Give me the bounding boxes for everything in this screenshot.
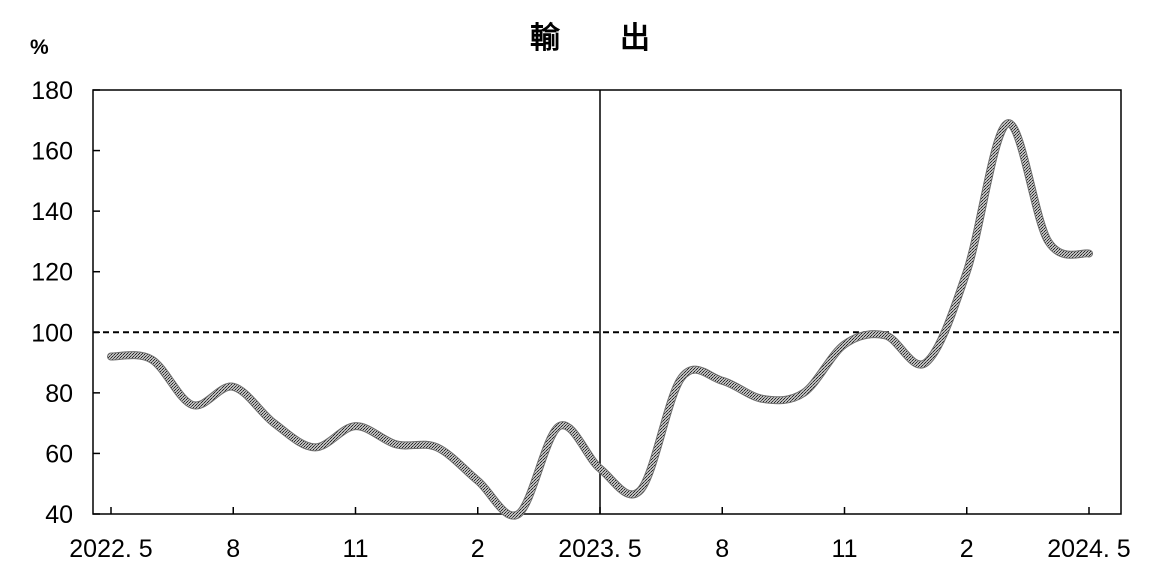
- x-tick-label: 2: [471, 535, 485, 562]
- y-tick-label: 40: [45, 501, 73, 529]
- y-tick-label: 60: [45, 440, 73, 468]
- y-tick-label: 100: [31, 319, 73, 347]
- y-axis-ticks: 40 60 80 100 120 140 160 180: [31, 77, 100, 529]
- y-tick-label: 80: [45, 380, 73, 408]
- y-tick-label: 120: [31, 259, 73, 287]
- series-line: [108, 120, 1092, 519]
- x-tick-label: 11: [832, 535, 858, 562]
- plot-area-frame: [92, 89, 1122, 515]
- x-tick-label: 8: [715, 535, 729, 562]
- x-tick-label: 2023. 5: [558, 535, 641, 562]
- y-tick-label: 140: [31, 198, 73, 226]
- x-tick-label: 2022. 5: [69, 535, 152, 562]
- y-tick-label: 160: [31, 138, 73, 166]
- chart-title: 輸 出: [530, 21, 650, 56]
- x-tick-label: 8: [226, 535, 240, 562]
- x-tick-label: 2: [960, 535, 974, 562]
- x-tick-label: 11: [343, 535, 369, 562]
- series-group: [107, 119, 1093, 520]
- x-tick-label: 2024. 5: [1047, 535, 1130, 562]
- x-axis-ticks: 2022. 5 8 11 2 2023. 5 8 11 2 2024. 5: [69, 507, 1131, 562]
- y-axis-unit-label: %: [30, 36, 49, 59]
- y-tick-label: 180: [31, 77, 73, 105]
